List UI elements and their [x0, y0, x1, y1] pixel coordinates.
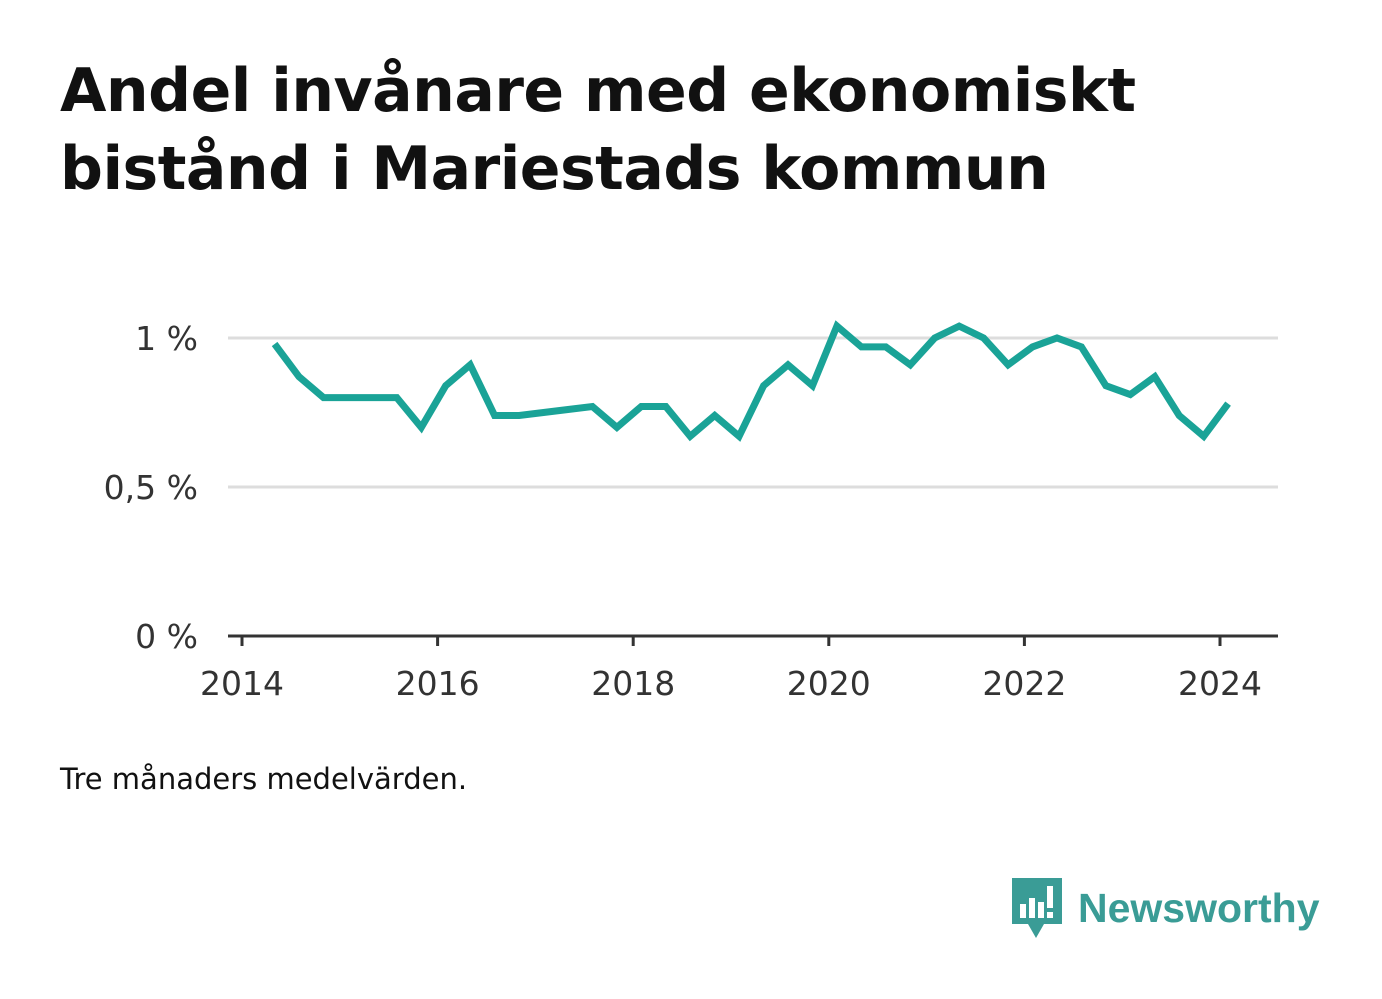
- grid-lines: [228, 336, 1278, 489]
- newsworthy-logo-icon: [1012, 878, 1062, 938]
- brand-name: Newsworthy: [1078, 884, 1320, 931]
- y-tick-label: 1 %: [135, 319, 198, 358]
- brand-logo[interactable]: Newsworthy: [1010, 876, 1320, 940]
- x-tick-label: 2020: [787, 664, 871, 703]
- chart-note: Tre månaders medelvärden.: [60, 762, 468, 796]
- chart-title: Andel invånare med ekonomiskt bistånd i …: [60, 56, 1136, 204]
- x-tick-label: 2014: [200, 664, 284, 703]
- x-tick-label: 2024: [1178, 664, 1262, 703]
- data-series: [271, 320, 1231, 442]
- series-line: [271, 320, 1231, 442]
- y-tick-label: 0 %: [135, 617, 198, 656]
- x-tick-label: 2016: [396, 664, 480, 703]
- x-tick-label: 2022: [982, 664, 1066, 703]
- line-chart: 0 % 0,5 % 1 % 2014 2016 2018 2020 2022 2024: [104, 319, 1278, 703]
- y-tick-label: 0,5 %: [104, 468, 198, 507]
- x-tick-label: 2018: [591, 664, 675, 703]
- axes: 0 % 0,5 % 1 % 2014 2016 2018 2020 2022 2024: [104, 319, 1278, 703]
